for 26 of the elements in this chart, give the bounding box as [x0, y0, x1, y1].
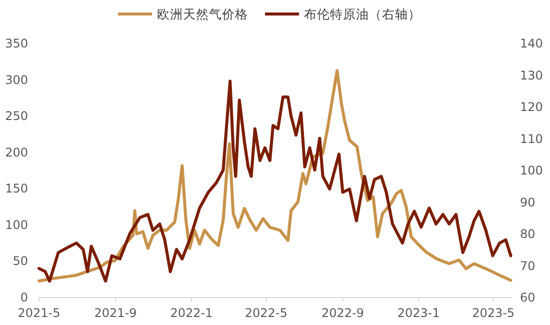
y-tick-label: 100	[5, 218, 28, 232]
y2-tick-label: 140	[520, 36, 543, 50]
x-tick-label: 2022-5	[244, 306, 288, 320]
y2-tick-label: 110	[520, 132, 543, 146]
y2-tick-label: 130	[520, 68, 543, 82]
x-tick-label: 2021-5	[18, 306, 60, 320]
x-tick-label: 2022-1	[170, 306, 213, 320]
legend-label: 欧洲天然气价格	[157, 6, 248, 22]
y-tick-label: 0	[20, 290, 28, 304]
y2-tick-label: 120	[520, 100, 543, 114]
y-tick-label: 50	[12, 254, 28, 268]
y-tick-label: 300	[5, 72, 28, 87]
x-tick-label: 2022-9	[321, 306, 364, 320]
y-tick-label: 350	[5, 36, 28, 50]
legend-label: 布伦特原油（右轴）	[304, 6, 421, 22]
y2-tick-label: 100	[520, 164, 543, 178]
y2-tick-label: 70	[520, 258, 536, 273]
y2-tick-label: 60	[520, 290, 536, 304]
y-tick-label: 250	[5, 109, 28, 124]
x-tick-label: 2023-5	[472, 306, 515, 320]
x-tick-label: 2023-1	[397, 306, 440, 320]
y-tick-label: 200	[5, 145, 28, 160]
y2-tick-label: 90	[520, 195, 536, 210]
y2-tick-label: 80	[520, 227, 536, 241]
y-tick-label: 150	[5, 182, 28, 196]
x-tick-label: 2021-9	[94, 306, 137, 320]
